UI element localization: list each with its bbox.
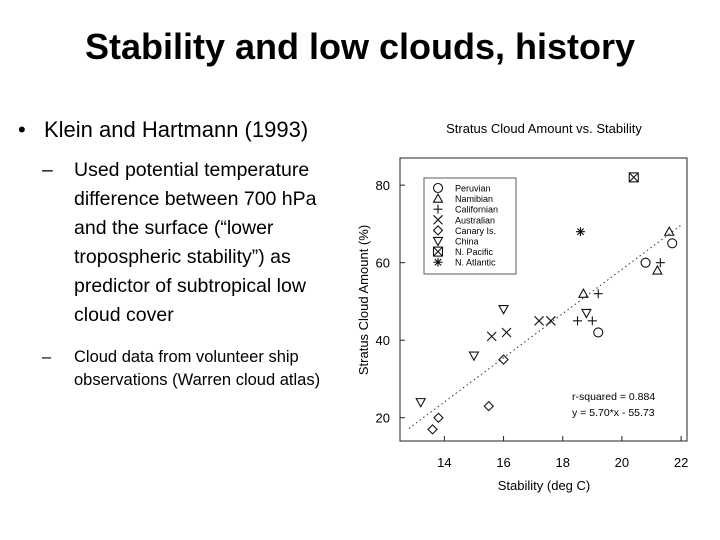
- x-tick-label: 20: [615, 455, 629, 470]
- legend-marker: [433, 257, 443, 267]
- y-tick-label: 20: [376, 411, 390, 426]
- bullet-item: • Klein and Hartmann (1993): [14, 116, 324, 144]
- data-point: [655, 258, 665, 268]
- data-point: [483, 400, 495, 412]
- legend-label: Canary Is.: [455, 226, 496, 236]
- legend-label: N. Atlantic: [455, 258, 496, 268]
- data-point: [593, 327, 604, 338]
- data-point: [546, 315, 556, 326]
- x-tick-label: 14: [437, 455, 451, 470]
- legend-marker: [432, 182, 444, 194]
- fit-equation-annotation: y = 5.70*x - 55.73: [572, 407, 655, 419]
- plot-frame: [399, 157, 688, 442]
- legend-marker: [432, 192, 444, 203]
- data-point: [501, 327, 512, 338]
- data-point: [587, 316, 597, 326]
- bullet-text: Klein and Hartmann (1993): [44, 117, 309, 142]
- chart-title: Stratus Cloud Amount vs. Stability: [446, 121, 642, 136]
- tick-layer: 14 16 18 20 22 20 40 60 80: [376, 178, 689, 470]
- data-point: [578, 288, 589, 298]
- data-point: [651, 264, 663, 275]
- legend-marker: [432, 225, 444, 236]
- legend-box: [423, 177, 517, 275]
- data-point: [663, 226, 675, 236]
- dash-icon: –: [42, 348, 52, 366]
- r-squared-annotation: r-squared = 0.884: [572, 391, 655, 403]
- bullet-list: • Klein and Hartmann (1993) – Used poten…: [14, 116, 324, 392]
- y-tick-label: 40: [376, 333, 390, 348]
- data-point: [640, 257, 651, 268]
- legend-marker: [433, 214, 443, 225]
- data-point: [575, 227, 585, 237]
- bullet-dot-icon: •: [18, 117, 26, 142]
- legend-marker: [432, 236, 444, 247]
- point-layer: [415, 172, 678, 435]
- x-tick-label: 22: [674, 455, 688, 470]
- legend-label: Australian: [455, 215, 495, 225]
- sub-bullet-text: Cloud data from volunteer ship observati…: [74, 348, 321, 389]
- sub-bullet-list: – Used potential temperature difference …: [14, 156, 324, 392]
- y-axis-label: Stratus Cloud Amount (%): [356, 225, 371, 375]
- x-tick-label: 16: [496, 455, 510, 470]
- legend-marker: [433, 204, 443, 214]
- y-tick-label: 80: [376, 178, 390, 193]
- legend: PeruvianNamibianCalifornianAustralianCan…: [432, 182, 498, 268]
- data-point: [628, 172, 639, 183]
- data-point: [468, 351, 480, 362]
- x-axis-label: Stability (deg C): [498, 478, 590, 493]
- legend-label: N. Pacific: [455, 247, 494, 257]
- dash-icon: –: [42, 159, 53, 181]
- data-point: [486, 331, 497, 342]
- data-point: [667, 238, 678, 249]
- slide-title: Stability and low clouds, history: [84, 26, 636, 67]
- data-point: [498, 305, 509, 315]
- y-tick-label: 60: [376, 256, 390, 271]
- legend-label: Namibian: [455, 194, 493, 204]
- data-point: [534, 315, 544, 326]
- legend-label: Peruvian: [455, 184, 491, 194]
- data-point: [593, 289, 603, 299]
- sub-bullet-item: – Used potential temperature difference …: [42, 156, 324, 330]
- legend-label: Californian: [455, 205, 498, 215]
- legend-label: China: [455, 237, 479, 247]
- sub-bullet-text: Used potential temperature difference be…: [74, 159, 317, 326]
- data-point: [433, 412, 444, 424]
- data-point: [427, 424, 438, 435]
- data-point: [580, 308, 592, 319]
- legend-marker: [432, 246, 444, 257]
- data-point: [498, 354, 509, 365]
- x-tick-label: 18: [555, 455, 569, 470]
- data-point: [415, 398, 427, 408]
- data-point: [573, 316, 583, 326]
- sub-bullet-item: – Cloud data from volunteer ship observa…: [42, 346, 324, 392]
